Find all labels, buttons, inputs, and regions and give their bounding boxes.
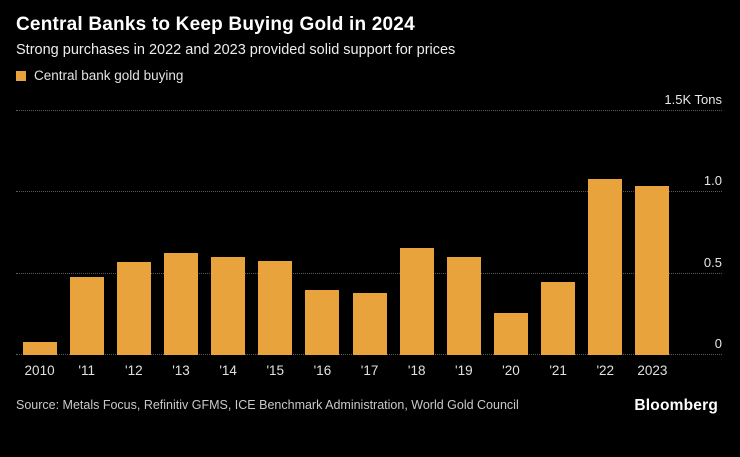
xtick-label: '19 — [455, 363, 473, 378]
xtick: '19 — [440, 362, 487, 380]
legend-label: Central bank gold buying — [34, 68, 184, 83]
ytick-label: 0 — [714, 336, 722, 351]
ytick-label: 0.5 — [703, 254, 722, 270]
bar-slot — [393, 111, 440, 355]
bar-slot — [110, 111, 157, 355]
x-axis: 2010 '11 '12 '13 '14 '15 '16 '17 '18 '19 '20 '21 '22… — [16, 362, 676, 380]
xtick: '21 — [535, 362, 582, 380]
xtick-label: '16 — [313, 363, 332, 378]
bar-slot — [63, 111, 110, 355]
footer: Source: Metals Focus, Refinitiv GFMS, IC… — [16, 396, 722, 415]
bar — [352, 293, 387, 355]
gridline: 1.0 — [16, 173, 722, 193]
xtick-label: 2010 — [24, 363, 55, 378]
gridline: 0.5 — [16, 255, 722, 274]
xtick-label: '21 — [549, 363, 567, 378]
xtick: '11 — [63, 362, 110, 380]
bloomberg-logo: Bloomberg — [634, 396, 718, 414]
xtick-label: '15 — [266, 363, 285, 378]
bar — [541, 281, 576, 355]
bar — [588, 179, 623, 355]
xtick-label: 2023 — [637, 363, 668, 378]
xtick: '16 — [299, 362, 346, 380]
xtick-label: '11 — [78, 363, 95, 378]
ytick-label: 1.0 — [703, 173, 722, 189]
bar-slot — [16, 111, 63, 355]
legend: Central bank gold buying — [16, 68, 722, 83]
xtick-label: '17 — [360, 363, 379, 378]
bar — [635, 185, 670, 355]
bar — [211, 257, 246, 355]
bar-slot — [299, 111, 346, 355]
bar — [116, 262, 151, 355]
xtick: '13 — [157, 362, 204, 380]
xtick: '14 — [205, 362, 252, 380]
xtick-label: '22 — [596, 363, 615, 378]
source-text: Source: Metals Focus, Refinitiv GFMS, IC… — [16, 398, 519, 412]
xtick-label: '13 — [172, 363, 190, 378]
xtick: '20 — [487, 362, 534, 380]
bar-slot — [157, 111, 204, 355]
xtick: '15 — [252, 362, 299, 380]
chart-subtitle: Strong purchases in 2022 and 2023 provid… — [16, 42, 456, 58]
bar-slot — [487, 111, 534, 355]
bar — [305, 289, 340, 355]
bar — [446, 257, 481, 355]
bar-slot — [535, 111, 582, 355]
xtick: '12 — [110, 362, 157, 380]
bar — [258, 260, 293, 355]
gridline: 1.5K Tons — [16, 92, 722, 111]
bar — [22, 342, 57, 355]
ytick-label: 1.5K Tons — [664, 92, 722, 107]
bar-slot — [629, 111, 676, 355]
bar-slot — [205, 111, 252, 355]
bar — [163, 252, 198, 355]
xtick: '18 — [393, 362, 440, 380]
chart-plot: 0 0.5 1.0 1.5K Tons — [16, 87, 722, 355]
bar — [69, 276, 104, 355]
xtick: '17 — [346, 362, 393, 380]
xtick-label: '18 — [407, 363, 426, 378]
bar-slot — [252, 111, 299, 355]
bar-slot — [440, 111, 487, 355]
bar-series — [16, 111, 676, 355]
bar — [493, 312, 528, 355]
xtick-label: '12 — [125, 363, 143, 378]
page-title: Central Banks to Keep Buying Gold in 202… — [16, 14, 415, 35]
xtick: '22 — [582, 362, 629, 380]
xtick: 2023 — [629, 362, 676, 380]
bar — [399, 247, 434, 355]
bar-slot — [582, 111, 629, 355]
xtick-label: '14 — [219, 363, 237, 378]
bar-slot — [346, 111, 393, 355]
xtick: 2010 — [16, 362, 63, 380]
legend-swatch-icon — [16, 70, 26, 81]
xtick-label: '20 — [502, 363, 520, 378]
